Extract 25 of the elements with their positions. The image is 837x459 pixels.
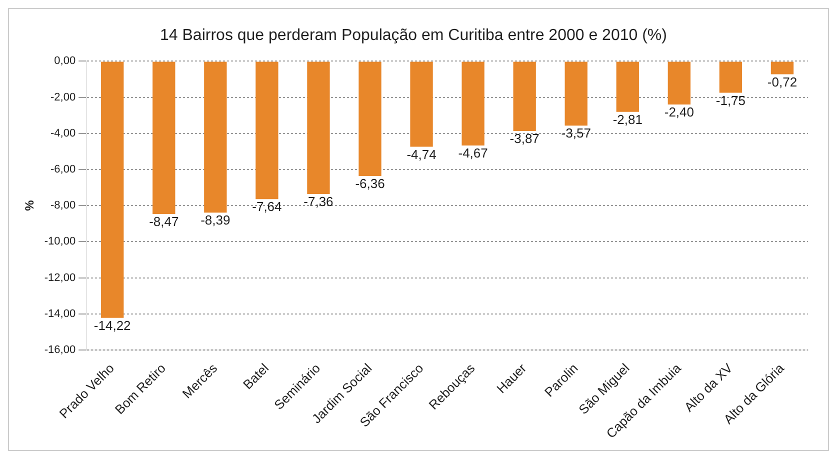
data-label: -2,81 xyxy=(612,112,642,127)
y-tick-label: -16,00 xyxy=(44,344,76,356)
data-label: -3,87 xyxy=(510,131,540,146)
y-tick-label: -6,00 xyxy=(50,164,76,176)
data-label: -8,39 xyxy=(200,212,230,228)
data-label: -6,36 xyxy=(355,176,385,192)
data-label: -7,64 xyxy=(252,199,282,214)
data-label: -1,75 xyxy=(716,92,746,108)
data-label: -4,67 xyxy=(458,146,488,161)
chart-title: 14 Bairros que perderam População em Curitiba entre 2000 e 2010 (%) xyxy=(160,27,667,44)
data-label: -0,72 xyxy=(767,74,798,90)
y-tick-label: -14,00 xyxy=(44,308,76,320)
y-tick-label: -4,00 xyxy=(50,127,76,140)
data-label: -7,36 xyxy=(304,194,334,210)
y-tick-label: -8,00 xyxy=(50,200,76,212)
y-tick-label: 0,00 xyxy=(54,55,76,68)
data-label: -2,40 xyxy=(664,104,694,120)
y-tick-label: -12,00 xyxy=(44,272,76,284)
data-label: -14,22 xyxy=(94,318,131,333)
data-label: -3,57 xyxy=(561,126,591,141)
y-axis-title: % xyxy=(22,200,37,211)
y-tick-label: -10,00 xyxy=(44,236,76,248)
data-label: -8,47 xyxy=(149,214,179,230)
data-label: -4,74 xyxy=(406,146,436,162)
y-tick-label: -2,00 xyxy=(50,91,76,104)
